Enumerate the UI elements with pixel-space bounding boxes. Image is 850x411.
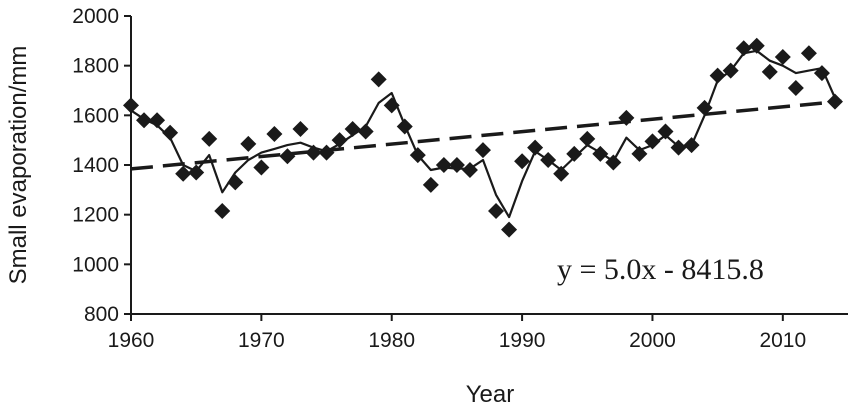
data-point — [748, 37, 765, 54]
x-tick-label: 1980 — [368, 329, 415, 352]
data-point — [279, 148, 296, 165]
trend-line — [130, 99, 842, 171]
data-point — [553, 165, 570, 182]
data-point — [566, 145, 583, 162]
data-point — [357, 123, 374, 140]
data-point — [227, 174, 244, 191]
data-point — [136, 112, 153, 129]
data-point — [644, 133, 661, 150]
y-tick-label: 1400 — [72, 154, 119, 177]
data-point — [201, 130, 218, 147]
data-point — [631, 145, 648, 162]
data-point — [305, 144, 322, 161]
data-point — [618, 109, 635, 126]
data-point — [813, 65, 830, 82]
data-point — [175, 165, 192, 182]
data-point — [331, 132, 348, 149]
x-tick-label: 1960 — [108, 329, 155, 352]
data-point — [461, 161, 478, 178]
plot-area: 800 1000 1200 1400 1600 1800 2000 1960 1970 1980 1… — [72, 5, 848, 352]
data-point — [435, 157, 452, 173]
data-point — [657, 123, 674, 140]
x-tick-label: 2000 — [629, 329, 676, 352]
data-point — [579, 130, 596, 147]
data-point — [592, 145, 609, 162]
data-point — [422, 176, 439, 193]
data-point — [761, 63, 778, 80]
data-point — [240, 135, 257, 152]
data-point — [188, 164, 205, 181]
data-point — [787, 80, 804, 97]
data-point — [474, 142, 491, 159]
data-point — [448, 157, 465, 173]
data-point — [527, 139, 544, 156]
data-point — [266, 125, 283, 142]
y-axis-title: Small evaporation/mm — [5, 46, 32, 285]
data-point — [214, 202, 231, 219]
x-axis-title: Year — [466, 381, 515, 408]
data-point — [396, 118, 413, 135]
x-tick-label: 1970 — [238, 329, 285, 352]
data-point — [709, 67, 726, 84]
data-point — [253, 159, 270, 176]
y-tick-label: 1200 — [72, 204, 119, 227]
x-tick-label: 1990 — [499, 329, 546, 352]
data-point — [826, 93, 843, 110]
data-point — [514, 153, 531, 170]
data-point — [488, 202, 505, 219]
y-tick-label: 2000 — [72, 5, 119, 28]
data-point — [696, 99, 713, 116]
data-point — [800, 45, 817, 62]
y-tick-label: 1000 — [72, 253, 119, 276]
x-tick-label: 2010 — [759, 329, 806, 352]
data-point — [540, 152, 557, 169]
data-point — [292, 120, 309, 137]
y-tick-label: 800 — [84, 303, 119, 326]
data-point — [318, 144, 335, 161]
data-point — [383, 97, 400, 114]
data-point — [162, 124, 179, 141]
data-point — [605, 154, 622, 171]
data-point — [722, 62, 739, 79]
data-point — [370, 71, 387, 88]
data-point — [774, 48, 791, 65]
data-point — [683, 137, 700, 154]
data-point — [149, 112, 166, 129]
y-tick-label: 1600 — [72, 104, 119, 127]
y-tick-label: 1800 — [72, 55, 119, 78]
trend-equation: y = 5.0x - 8415.8 — [557, 253, 764, 286]
data-point — [735, 40, 752, 57]
data-point — [670, 139, 687, 156]
data-point — [344, 120, 361, 137]
data-point — [501, 221, 518, 238]
data-point — [409, 147, 426, 164]
data-point — [123, 97, 139, 114]
